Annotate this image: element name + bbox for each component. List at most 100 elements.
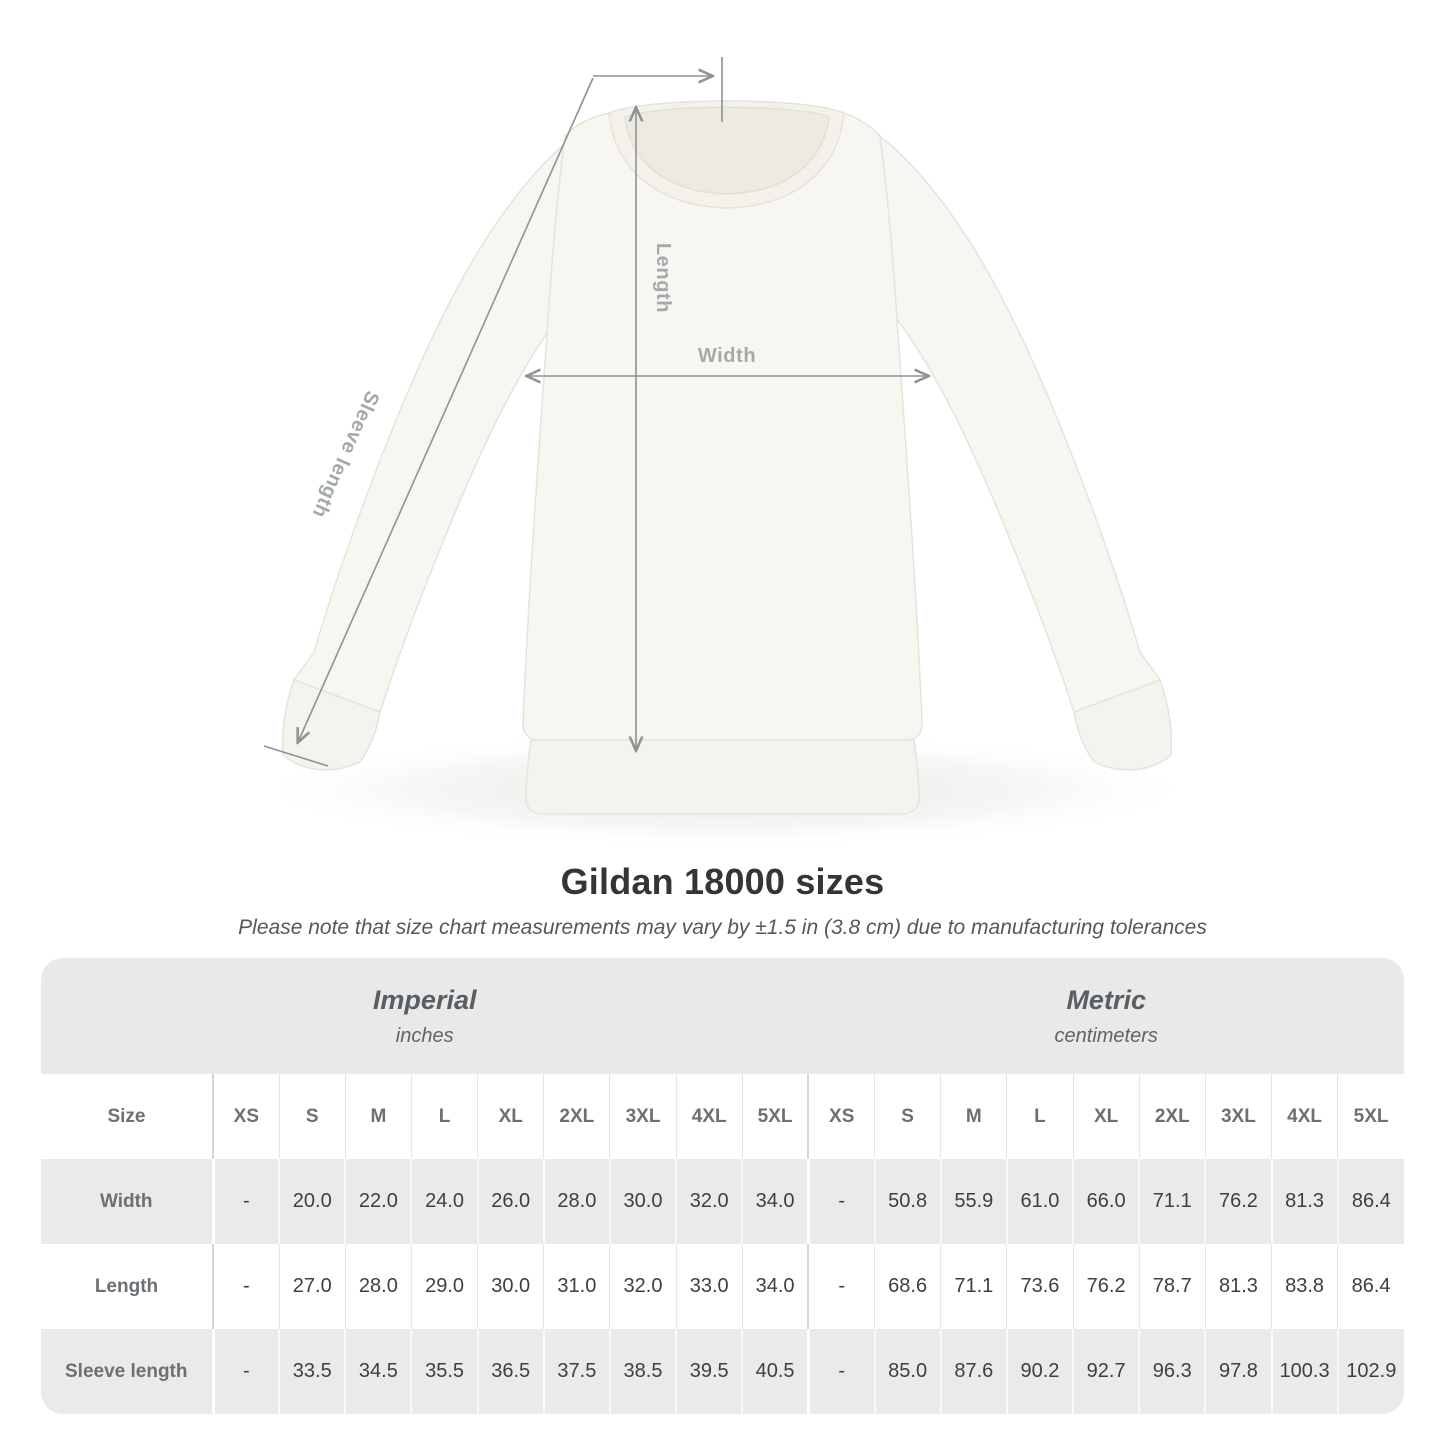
width-imperial-l: 24.0 <box>410 1159 478 1244</box>
sleeve-end-tick <box>263 745 329 767</box>
width-imperial-s: 20.0 <box>278 1159 346 1244</box>
size-chart-table: Imperial inches Metric centimeters Size … <box>41 958 1404 1414</box>
sleeve-imperial-5xl: 40.5 <box>741 1329 809 1414</box>
sleeve-metric-4xl: 100.3 <box>1270 1329 1338 1414</box>
unit-group-header-row: Imperial inches Metric centimeters <box>41 958 1404 1074</box>
left-cuff <box>281 679 381 771</box>
width-imperial-m: 22.0 <box>344 1159 412 1244</box>
page-title: Gildan 18000 sizes <box>560 861 885 902</box>
sleeve-metric-l: 90.2 <box>1005 1329 1074 1414</box>
sleeve-metric-5xl: 102.9 <box>1336 1329 1404 1414</box>
sleeve-imperial-3xl: 38.5 <box>608 1329 677 1414</box>
hem-band <box>525 739 920 815</box>
imperial-size-4xl: 4XL <box>675 1074 743 1159</box>
length-imperial-l: 29.0 <box>410 1244 478 1329</box>
metric-size-3xl: 3XL <box>1204 1074 1272 1159</box>
size-header-row: Size XS S M L XL 2XL 3XL 4XL 5XL XS S M … <box>41 1074 1404 1159</box>
imperial-size-l: L <box>410 1074 478 1159</box>
imperial-size-m: M <box>344 1074 412 1159</box>
metric-size-l: L <box>1006 1074 1074 1159</box>
length-metric-l: 73.6 <box>1006 1244 1074 1329</box>
metric-size-xl: XL <box>1072 1074 1140 1159</box>
size-column-header: Size <box>107 1105 146 1127</box>
right-cuff <box>1073 679 1173 771</box>
width-metric-3xl: 76.2 <box>1204 1159 1272 1244</box>
sleeve-imperial-2xl: 37.5 <box>542 1329 610 1414</box>
metric-size-m: M <box>940 1074 1007 1159</box>
width-metric-2xl: 71.1 <box>1138 1159 1206 1244</box>
width-metric-xs: - <box>806 1159 875 1244</box>
width-row-label: Width <box>99 1190 153 1212</box>
sleeve-imperial-m: 34.5 <box>344 1329 412 1414</box>
width-imperial-xl: 26.0 <box>476 1159 544 1244</box>
sleeve-metric-2xl: 96.3 <box>1138 1329 1206 1414</box>
size-chart-table-container: Imperial inches Metric centimeters Size … <box>41 958 1404 1414</box>
length-metric-2xl: 78.7 <box>1138 1244 1206 1329</box>
imperial-size-xs: XS <box>211 1074 280 1159</box>
sleeve-length-row: Sleeve length - 33.5 34.5 35.5 36.5 37.5… <box>41 1329 1404 1414</box>
length-imperial-s: 27.0 <box>278 1244 346 1329</box>
width-metric-5xl: 86.4 <box>1336 1159 1404 1244</box>
sweatshirt-illustration <box>281 100 1173 815</box>
metric-size-2xl: 2XL <box>1138 1074 1206 1159</box>
length-imperial-3xl: 32.0 <box>609 1244 677 1329</box>
width-metric-m: 55.9 <box>939 1159 1007 1244</box>
sleeve-imperial-s: 33.5 <box>278 1329 346 1414</box>
measurement-lines <box>263 57 928 767</box>
length-metric-xl: 76.2 <box>1072 1244 1140 1329</box>
length-metric-m: 71.1 <box>940 1244 1007 1329</box>
length-metric-s: 68.6 <box>874 1244 941 1329</box>
metric-title: Metric <box>1066 984 1146 1015</box>
torso <box>522 102 923 741</box>
sleeve-imperial-4xl: 39.5 <box>675 1329 743 1414</box>
length-label: Length <box>652 243 674 313</box>
length-imperial-2xl: 31.0 <box>543 1244 610 1329</box>
metric-group-header: Metric centimeters <box>808 958 1404 1074</box>
sleeve-metric-xl: 92.7 <box>1072 1329 1140 1414</box>
sweatshirt-measurement-diagram: Length Width Sleeve length <box>245 57 1205 848</box>
length-imperial-5xl: 34.0 <box>741 1244 809 1329</box>
imperial-size-5xl: 5XL <box>741 1074 809 1159</box>
width-metric-s: 50.8 <box>873 1159 941 1244</box>
length-metric-4xl: 83.8 <box>1270 1244 1338 1329</box>
width-imperial-xs: - <box>211 1159 280 1244</box>
length-imperial-m: 28.0 <box>344 1244 412 1329</box>
sleeve-measure-line <box>298 77 594 742</box>
length-imperial-xl: 30.0 <box>477 1244 544 1329</box>
width-row: Width - 20.0 22.0 24.0 26.0 28.0 30.0 32… <box>41 1159 1404 1244</box>
metric-size-4xl: 4XL <box>1270 1074 1338 1159</box>
metric-subtitle: centimeters <box>1054 1024 1158 1047</box>
width-imperial-3xl: 30.0 <box>608 1159 677 1244</box>
length-row: Length - 27.0 28.0 29.0 30.0 31.0 32.0 3… <box>41 1244 1404 1329</box>
width-metric-4xl: 81.3 <box>1270 1159 1338 1244</box>
right-sleeve <box>840 112 1162 713</box>
length-imperial-xs: - <box>211 1244 280 1329</box>
collar-opening <box>624 106 830 195</box>
imperial-size-s: S <box>278 1074 346 1159</box>
metric-size-5xl: 5XL <box>1337 1074 1404 1159</box>
metric-size-s: S <box>874 1074 941 1159</box>
sleeve-metric-xs: - <box>806 1329 875 1414</box>
sleeve-imperial-l: 35.5 <box>410 1329 478 1414</box>
width-metric-xl: 66.0 <box>1072 1159 1140 1244</box>
sleeve-metric-3xl: 97.8 <box>1204 1329 1272 1414</box>
tolerance-note: Please note that size chart measurements… <box>238 916 1207 939</box>
length-metric-3xl: 81.3 <box>1204 1244 1272 1329</box>
length-imperial-4xl: 33.0 <box>675 1244 743 1329</box>
imperial-size-3xl: 3XL <box>609 1074 677 1159</box>
width-imperial-5xl: 34.0 <box>741 1159 809 1244</box>
sleeve-imperial-xl: 36.5 <box>476 1329 544 1414</box>
width-imperial-2xl: 28.0 <box>542 1159 610 1244</box>
sweatshirt-diagram-svg: Length Width Sleeve length <box>245 57 1205 848</box>
sleeve-imperial-xs: - <box>211 1329 280 1414</box>
width-label: Width <box>698 345 756 367</box>
imperial-title: Imperial <box>372 984 477 1015</box>
length-row-label: Length <box>94 1275 159 1297</box>
width-imperial-4xl: 32.0 <box>675 1159 743 1244</box>
imperial-subtitle: inches <box>395 1024 454 1047</box>
imperial-group-header: Imperial inches <box>41 958 809 1074</box>
length-metric-xs: - <box>807 1244 875 1329</box>
sleeve-metric-s: 85.0 <box>873 1329 941 1414</box>
imperial-size-2xl: 2XL <box>543 1074 610 1159</box>
sleeve-length-row-label: Sleeve length <box>65 1360 188 1382</box>
